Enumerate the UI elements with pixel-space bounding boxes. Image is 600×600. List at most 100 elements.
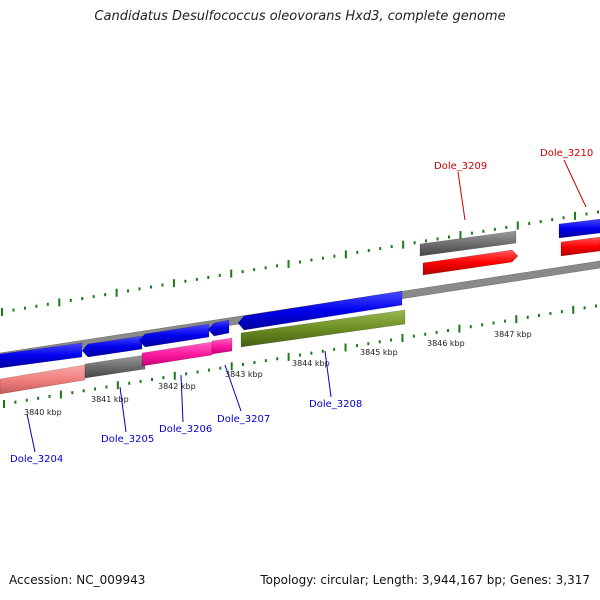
lower-tick [515,315,518,324]
lower-tick [447,329,449,332]
lower-tick [128,381,131,385]
gene-dole-3210-lower[interactable] [560,236,600,257]
upper-tick [448,235,450,239]
upper-tick [1,308,3,316]
upper-tick [310,258,313,262]
upper-tick [46,302,49,306]
upper-tick [528,222,531,226]
lower-tick [71,391,74,395]
lower-tick [185,372,188,376]
lower-tick [560,310,563,314]
gene-dole-3204-upper[interactable] [0,342,83,369]
kbp-labels: 3840 kbp 3841 kbp 3842 kbp 3843 kbp 3844 kbp… [24,330,532,417]
kbp-label: 3846 kbp [427,339,465,348]
upper-tick [321,256,324,260]
gene-dole-3209-lower[interactable] [422,249,519,276]
gene-label-dole-3209[interactable]: Dole_3209 [434,161,487,172]
kbp-label: 3845 kbp [360,348,398,357]
lower-tick [196,370,199,374]
upper-tick [241,270,244,274]
gene-dole-3206-lower[interactable] [141,341,213,367]
lower-tick [48,394,51,398]
lower-tick [25,398,28,402]
upper-tick [195,277,198,281]
lower-tick [3,400,5,408]
gene-dole-3208-lower[interactable] [240,309,406,348]
lower-tick [481,323,484,327]
upper-tick [138,287,141,291]
upper-tick [367,248,370,252]
upper-tick [184,279,187,283]
upper-tick [413,241,416,245]
upper-tick [459,231,462,240]
gene-dole-3207-lower[interactable] [211,337,233,355]
kbp-label: 3844 kbp [292,359,330,368]
upper-tick [35,304,38,308]
gene-dole-3210-upper[interactable] [558,218,600,239]
gene-dole-3207-upper[interactable] [207,319,230,337]
lower-tick [116,381,119,390]
upper-tick [299,260,301,264]
upper-tick [551,218,554,222]
gene-dole-3205-upper[interactable] [81,335,143,358]
gene-dole-3205-lower[interactable] [84,354,146,379]
lower-tick [378,340,381,344]
upper-tick [58,298,61,307]
upper-tick [493,227,496,231]
topology-label: Topology: circular; Length: 3,944,167 bp… [260,573,590,587]
gene-dole-3204-lower[interactable] [0,364,86,395]
upper-tick [150,285,152,289]
lower-tick [310,351,313,355]
upper-tick [436,237,439,241]
upper-tick [287,259,290,268]
upper-tick [425,239,428,243]
lower-tick [595,304,597,308]
upper-tick [402,240,405,249]
lower-tick [435,330,438,334]
kbp-label: 3840 kbp [24,408,62,417]
upper-tick [161,283,164,287]
gene-label-dole-3208[interactable]: Dole_3208 [309,399,362,410]
lower-tick [424,332,427,336]
gene-dole-3206-upper[interactable] [138,323,210,348]
callout-line [224,364,242,412]
kbp-label: 3842 kbp [158,382,196,391]
upper-tick [264,266,267,270]
lower-tick [94,387,97,391]
callout-line [180,374,184,423]
kbp-label: 3847 kbp [494,330,532,339]
gene-label-dole-3204[interactable]: Dole_3204 [10,454,63,465]
lower-tick [276,357,279,361]
gene-label-dole-3205[interactable]: Dole_3205 [101,434,154,445]
lower-tick [105,385,108,389]
upper-tick [207,275,210,279]
lower-tick [82,389,85,393]
gene-label-dole-3206[interactable]: Dole_3206 [159,424,212,435]
upper-tick [390,245,393,249]
lower-tick [264,359,267,363]
lower-tick [412,334,415,338]
upper-tick [379,247,382,251]
lower-tick [253,361,256,365]
callout-line [119,386,127,433]
lower-tick [219,366,222,370]
gene-label-dole-3207[interactable]: Dole_3207 [217,414,270,425]
lower-tick [333,347,336,351]
upper-tick [104,293,107,297]
lower-tick [355,344,358,348]
lower-tick [458,324,461,333]
lower-tick [492,321,495,325]
upper-tick [344,250,347,259]
gene-dole-3208-upper[interactable] [237,290,403,331]
upper-tick [172,279,175,288]
callout-line [457,171,466,221]
accession-label: Accession: NC_009943 [9,573,146,587]
gene-dole-3209-upper[interactable] [419,230,517,257]
upper-tick [253,268,256,272]
lower-tick [390,338,393,342]
gene-label-dole-3210[interactable]: Dole_3210 [540,148,593,159]
lower-tick [173,371,176,380]
upper-tick [482,229,485,233]
lower-tick [151,378,153,381]
upper-tick [356,250,359,254]
